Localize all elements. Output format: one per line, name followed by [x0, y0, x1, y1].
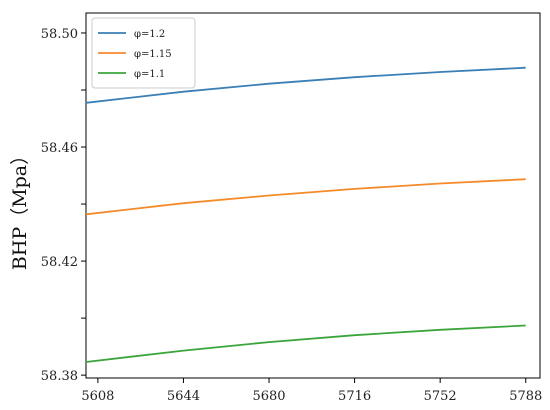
legend-label: φ=1.2: [134, 29, 165, 40]
x-tick-label: 5644: [167, 389, 200, 404]
series-layer: [85, 66, 526, 363]
x-tick-label: 5608: [81, 389, 114, 404]
series-line-1: [85, 66, 526, 104]
plot-frame: [85, 12, 541, 379]
legend-label: φ=1.15: [134, 49, 172, 60]
x-tick-label: 5716: [338, 389, 371, 404]
y-tick-label: 58.50: [41, 27, 78, 42]
y-tick-label: 58.38: [41, 369, 78, 384]
plot-border: [85, 12, 541, 379]
legend-box: [91, 17, 196, 89]
series-line-2: [85, 178, 526, 216]
x-tick-label: 5788: [509, 389, 542, 404]
y-axis-title: BHP（Mpa）: [9, 146, 31, 270]
x-tick-label: 5680: [252, 389, 285, 404]
legend: φ=1.2 φ=1.15 φ=1.1: [91, 17, 196, 89]
series-line-3: [85, 324, 526, 363]
y-tick-label: 58.42: [41, 255, 78, 270]
x-tick-label: 5752: [424, 389, 457, 404]
y-tick-label: 58.46: [41, 141, 78, 156]
ticks-layer: 5608 5644 5680 5716 5752 5788 58.38 58.42 58.46 5…: [41, 27, 543, 404]
legend-label: φ=1.1: [134, 69, 165, 80]
